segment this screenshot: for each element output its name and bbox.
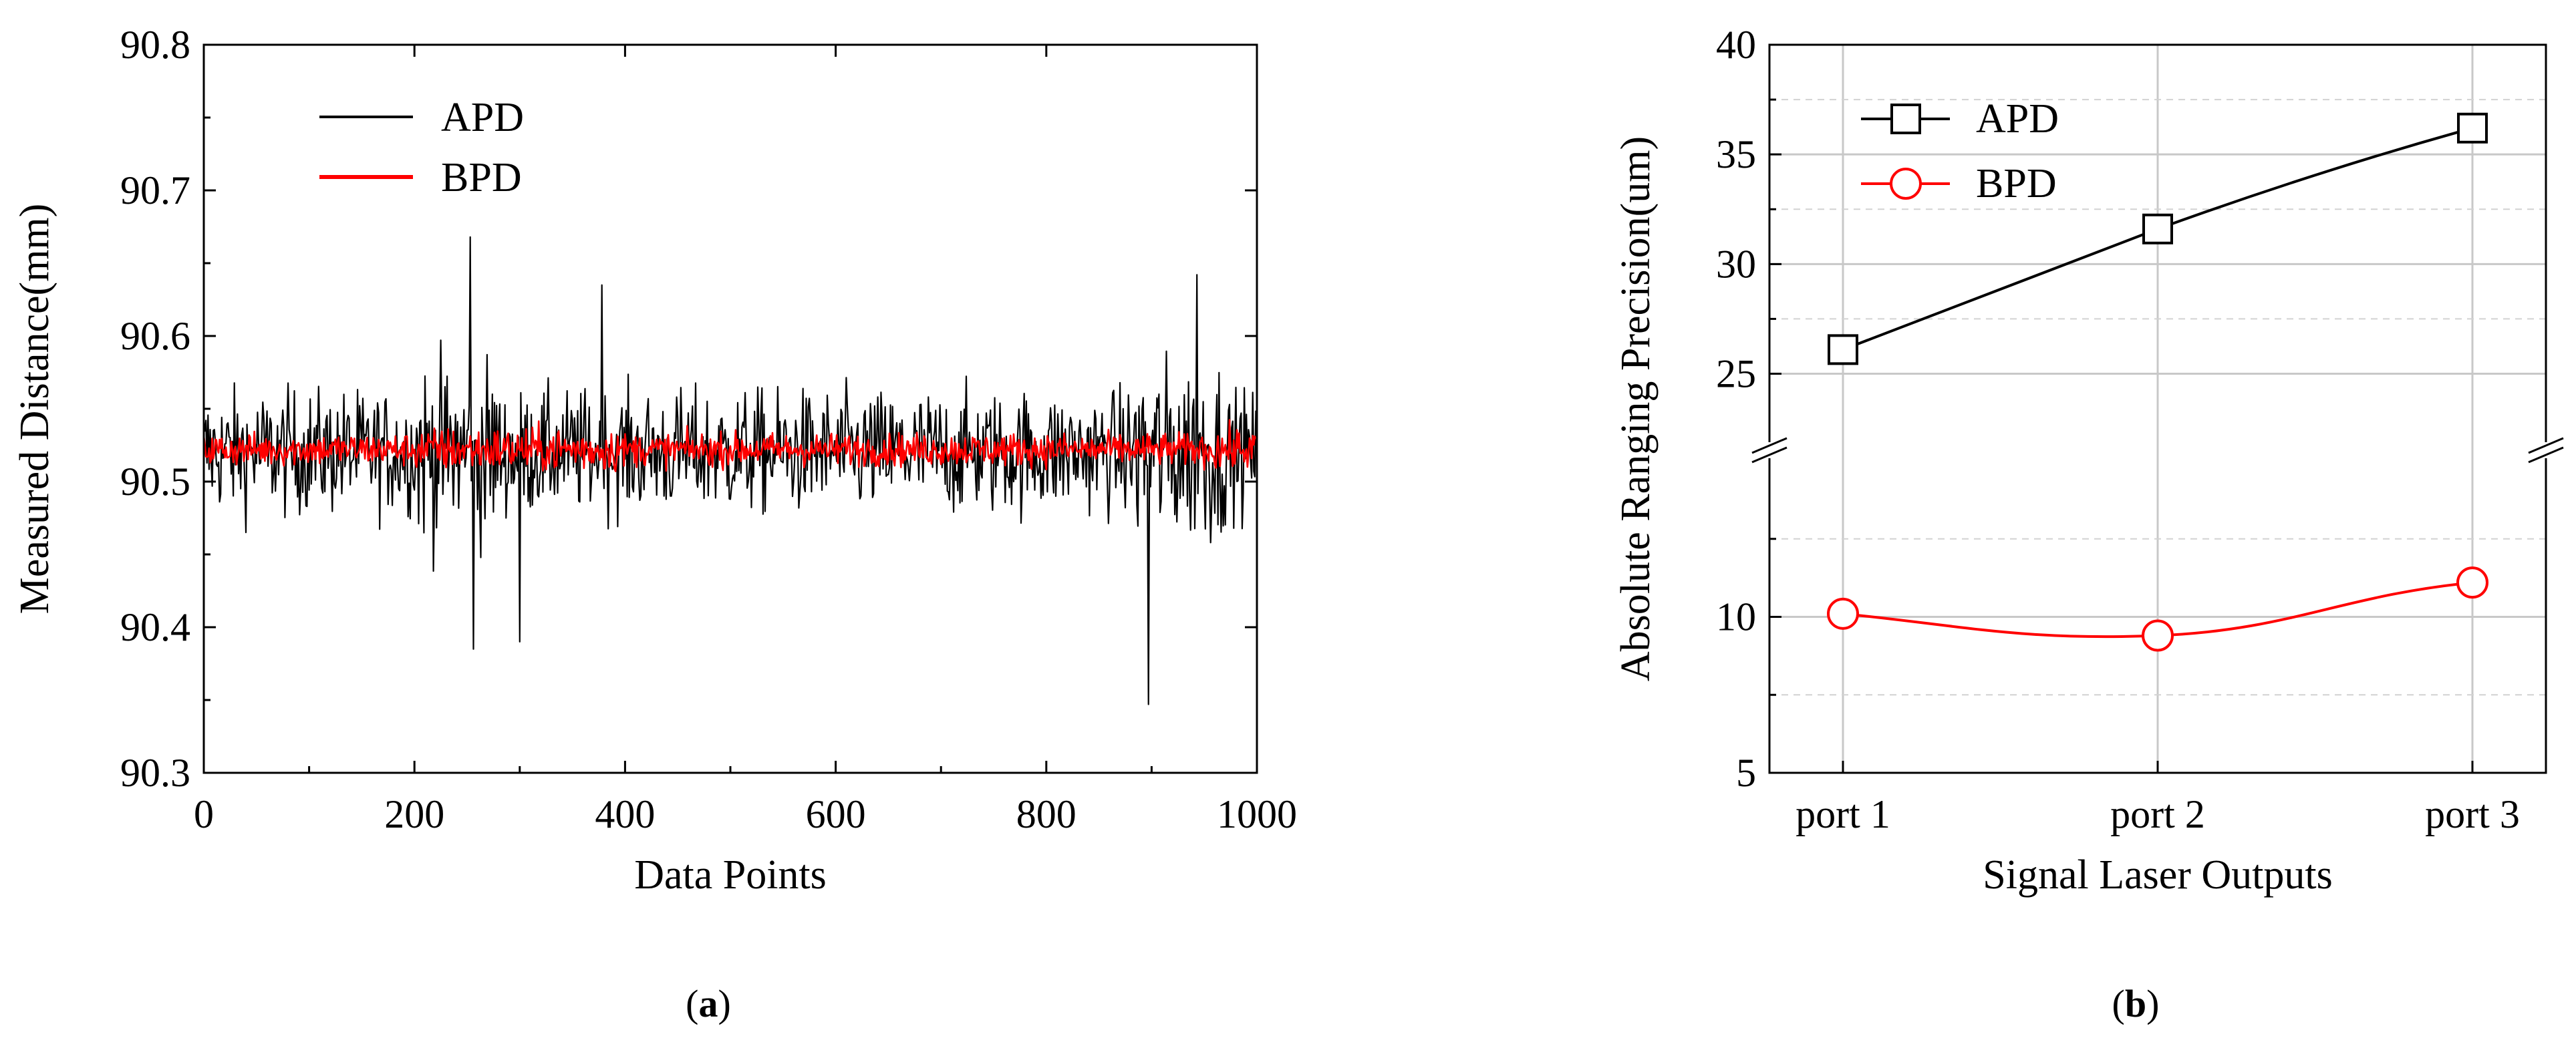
chart-a-y-tick-label: 90.8 (120, 23, 190, 67)
chart-b-bpd-point-2 (2142, 619, 2174, 652)
chart-a-y-tick-label: 90.3 (120, 751, 190, 795)
chart-b-gridlines (1769, 45, 2546, 773)
caption-b: (b) (2112, 982, 2160, 1025)
legend-b-apd-label: APD (1976, 96, 2059, 142)
chart-a-x-tick-label: 600 (806, 792, 866, 836)
chart-b-axis-break-mark (2528, 437, 2564, 454)
chart-b-bpd-point-3 (2456, 566, 2488, 599)
chart-b-legend: APD BPD (1861, 96, 2059, 206)
chart-b-apd-point-1 (1828, 334, 1858, 365)
chart-a-data-lines (202, 236, 1257, 705)
chart-b-axis-break-mark (1751, 446, 1787, 464)
legend-b-bpd-marker (1890, 168, 1922, 200)
chart-b-x-tick-label: port 3 (2425, 792, 2520, 836)
chart-b-y-tick-label: 10 (1716, 595, 1756, 639)
chart-a-series-apd-line (202, 236, 1257, 705)
chart-b-y-tick-label: 40 (1716, 23, 1756, 67)
chart-b-axis-break-mark (1751, 437, 1787, 454)
chart-a-y-tick-label: 90.5 (120, 460, 190, 504)
chart-a-x-tick-label: 200 (384, 792, 444, 836)
chart-a-x-axis-title: Data Points (634, 852, 827, 898)
chart-a-x-tick-label: 800 (1016, 792, 1077, 836)
chart-a-x-tick-label: 0 (194, 792, 214, 836)
chart-a-measured-distance: 0 200 400 600 800 1000 90.3 90.4 90.5 90.6 90.7 90.… (12, 23, 1297, 1025)
legend-b-bpd-label: BPD (1976, 161, 2057, 206)
chart-b-axis-break-mark (2528, 446, 2564, 464)
chart-a-x-tick-label: 1000 (1217, 792, 1297, 836)
chart-b-y-tick-label: 25 (1716, 352, 1756, 396)
chart-b-x-tick-label: port 2 (2110, 792, 2205, 836)
chart-b-y-tick-label: 5 (1736, 751, 1756, 795)
caption-a: (a) (686, 982, 731, 1025)
chart-b-axis-break (1749, 437, 2566, 464)
chart-b-series (1827, 112, 2488, 652)
chart-a-y-tick-label: 90.4 (120, 605, 190, 649)
chart-a-y-tick-label: 90.6 (120, 314, 190, 358)
chart-b-y-tick-label: 35 (1716, 132, 1756, 176)
legend-b-apd-marker (1890, 104, 1921, 134)
chart-b-apd-point-3 (2457, 112, 2488, 144)
chart-b-ranging-precision: 5 10 25 30 35 40 port 1 port 2 port 3 APD BPD Si… (1613, 23, 2566, 1025)
chart-b-x-axis-title: Signal Laser Outputs (1983, 852, 2333, 898)
chart-b-y-tick-label: 30 (1716, 242, 1756, 286)
chart-a-y-axis-title: Measured Distance(mm) (12, 204, 57, 615)
chart-a-series-bpd-line (202, 419, 1257, 472)
legend-apd-label: APD (441, 95, 524, 140)
chart-b-y-axis-title: Absolute Ranging Precision(um) (1613, 136, 1659, 681)
legend-bpd-label: BPD (441, 155, 522, 200)
chart-a-x-tick-label: 400 (595, 792, 655, 836)
chart-b-ticks: 5 10 25 30 35 40 port 1 port 2 port 3 (1716, 23, 2520, 836)
chart-a-y-tick-label: 90.7 (120, 168, 190, 212)
chart-b-bpd-point-1 (1827, 597, 1859, 630)
chart-a-legend: APD BPD (319, 95, 524, 200)
chart-b-series-apd-line (1842, 126, 2473, 351)
chart-b-apd-point-2 (2142, 213, 2173, 244)
chart-b-x-tick-label: port 1 (1796, 792, 1890, 836)
chart-a-ticks: 0 200 400 600 800 1000 90.3 90.4 90.5 90.6 90.7 90.… (120, 23, 1297, 836)
